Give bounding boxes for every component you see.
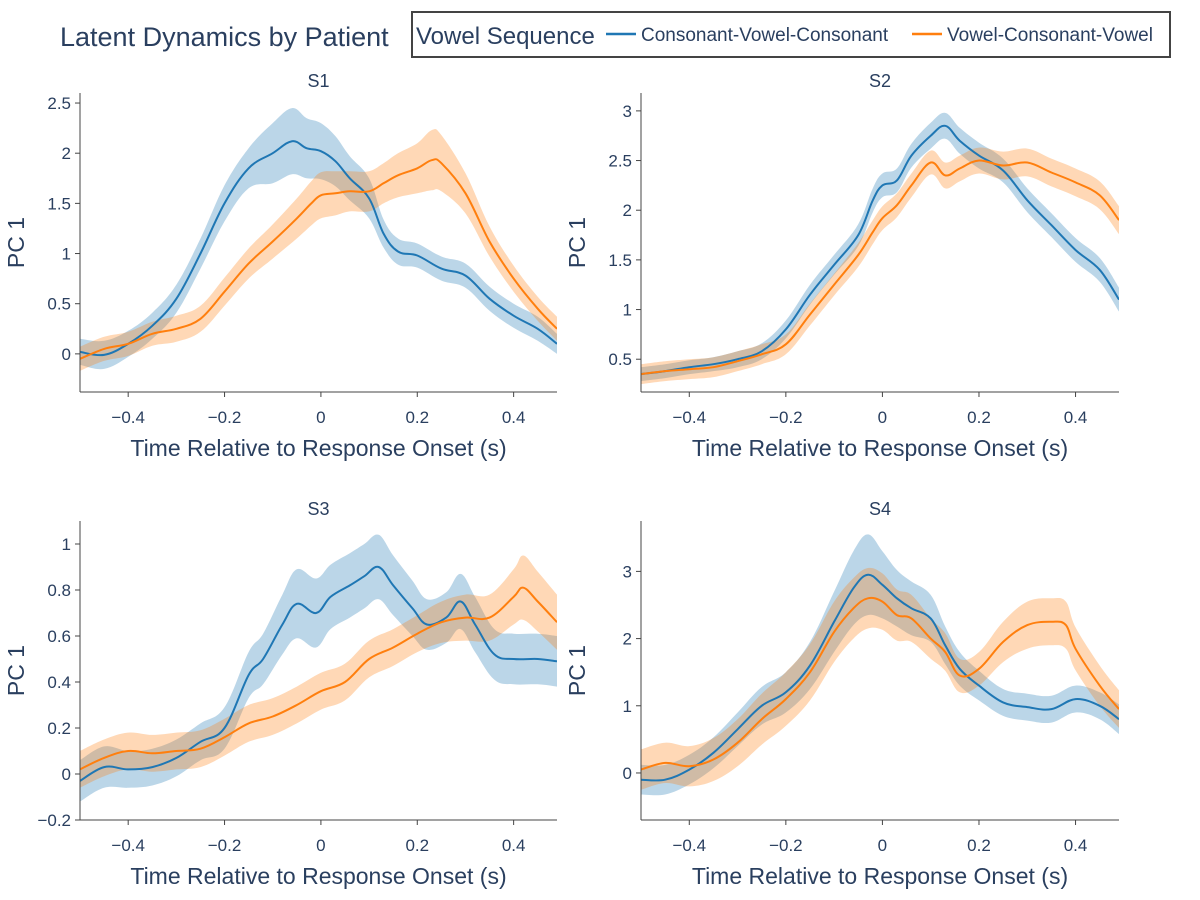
x-tick-label: 0.2 [405, 836, 429, 855]
confidence-band-vcv [641, 567, 1119, 790]
y-tick-label: 1 [623, 301, 632, 320]
figure-title: Latent Dynamics by Patient [60, 22, 389, 52]
legend-item-vcv[interactable]: Vowel-Consonant-Vowel [912, 25, 1153, 46]
y-tick-label: 1 [62, 245, 71, 264]
x-tick-label: −0.4 [673, 408, 707, 427]
series-line-vcv[interactable] [641, 159, 1119, 376]
subplot-grid: −0.4 −0.2 0 0.2 0.4 0 0.5 1 1.5 2 2.5 S1 Time Relati… [3, 71, 1119, 889]
x-tick-label: −0.4 [111, 408, 145, 427]
x-tick-label: 0 [878, 408, 887, 427]
x-tick-label: 0.4 [1064, 408, 1088, 427]
y-tick-label: 1 [623, 697, 632, 716]
x-tick-label: 0.2 [967, 408, 991, 427]
x-tick-label: 0.2 [405, 408, 429, 427]
x-tick-label: −0.2 [769, 408, 803, 427]
legend-item-cvc[interactable]: Consonant-Vowel-Consonant [606, 25, 889, 46]
x-tick-label: −0.2 [769, 836, 803, 855]
y-axis-label: PC 1 [3, 645, 29, 696]
y-tick-label: 0 [62, 345, 71, 364]
x-tick-label: 0.4 [502, 836, 526, 855]
plot-area [80, 534, 557, 802]
y-tick-label: 2 [623, 201, 632, 220]
y-tick-label: 0 [62, 765, 71, 784]
x-axis-label: Time Relative to Response Onset (s) [692, 435, 1068, 461]
x-tick-label: 0.4 [502, 408, 526, 427]
subplot-s3: −0.4 −0.2 0 0.2 0.4 −0.2 0 0.2 0.4 0.6 0.8 1 S3 Time … [3, 499, 557, 889]
x-axis-label: Time Relative to Response Onset (s) [130, 863, 506, 889]
legend-title: Vowel Sequence [416, 23, 595, 50]
y-axis-label: PC 1 [564, 217, 590, 268]
confidence-band-vcv [641, 147, 1119, 385]
y-tick-label: −0.2 [37, 811, 71, 830]
y-axis-label: PC 1 [3, 217, 29, 268]
subplot-s2: −0.4 −0.2 0 0.2 0.4 0.5 1 1.5 2 2.5 3 S2 Time Relati… [564, 71, 1119, 461]
x-tick-label: 0 [878, 836, 887, 855]
legend[interactable]: Vowel Sequence Consonant-Vowel-Consonant… [411, 11, 1171, 58]
x-tick-label: 0 [316, 836, 325, 855]
y-tick-label: 2.5 [47, 94, 71, 113]
legend-label-vcv: Vowel-Consonant-Vowel [947, 25, 1153, 46]
confidence-band-vcv [80, 129, 557, 371]
y-tick-label: 3 [623, 562, 632, 581]
confidence-band-cvc [641, 112, 1119, 382]
series-line-vcv[interactable] [641, 596, 1119, 771]
x-tick-label: −0.4 [111, 836, 145, 855]
series-line-cvc[interactable] [641, 573, 1119, 782]
y-tick-label: 2 [62, 144, 71, 163]
subplot-s4: −0.4 −0.2 0 0.2 0.4 0 1 2 3 S4 Time Relative to Re… [564, 499, 1119, 889]
subplot-s1: −0.4 −0.2 0 0.2 0.4 0 0.5 1 1.5 2 2.5 S1 Time Relati… [3, 71, 557, 461]
y-tick-label: 0.5 [608, 350, 632, 369]
series-line-vcv[interactable] [80, 158, 557, 360]
x-axis-label: Time Relative to Response Onset (s) [130, 435, 506, 461]
subplot-title: S3 [307, 499, 329, 519]
subplot-title: S4 [869, 499, 891, 519]
x-axis-label: Time Relative to Response Onset (s) [692, 863, 1068, 889]
y-tick-label: 0.8 [47, 581, 71, 600]
x-tick-label: −0.2 [208, 408, 242, 427]
subplot-title: S1 [307, 71, 329, 91]
confidence-band-cvc [80, 534, 557, 802]
series-line-vcv[interactable] [80, 586, 557, 771]
confidence-band-vcv [80, 555, 557, 788]
series-line-cvc[interactable] [80, 140, 557, 357]
y-tick-label: 2 [623, 630, 632, 649]
plot-area [80, 108, 557, 371]
y-tick-label: 1.5 [47, 194, 71, 213]
y-tick-label: 2.5 [608, 152, 632, 171]
x-tick-label: −0.4 [673, 836, 707, 855]
x-tick-label: 0.4 [1064, 836, 1088, 855]
plot-area [641, 534, 1119, 796]
y-axis-label: PC 1 [564, 645, 590, 696]
plot-area [641, 112, 1119, 385]
y-tick-label: 0.2 [47, 719, 71, 738]
series-line-cvc[interactable] [80, 565, 557, 782]
x-tick-label: −0.2 [208, 836, 242, 855]
x-tick-label: 0.2 [967, 836, 991, 855]
series-line-cvc[interactable] [641, 124, 1119, 376]
x-tick-label: 0 [316, 408, 325, 427]
y-tick-label: 1 [62, 535, 71, 554]
y-tick-label: 0.5 [47, 295, 71, 314]
legend-box [411, 11, 1171, 58]
y-tick-label: 3 [623, 102, 632, 121]
y-tick-label: 0 [623, 764, 632, 783]
y-tick-label: 0.6 [47, 627, 71, 646]
legend-label-cvc: Consonant-Vowel-Consonant [641, 25, 889, 46]
y-tick-label: 0.4 [47, 673, 71, 692]
subplot-title: S2 [869, 71, 891, 91]
y-tick-label: 1.5 [608, 251, 632, 270]
